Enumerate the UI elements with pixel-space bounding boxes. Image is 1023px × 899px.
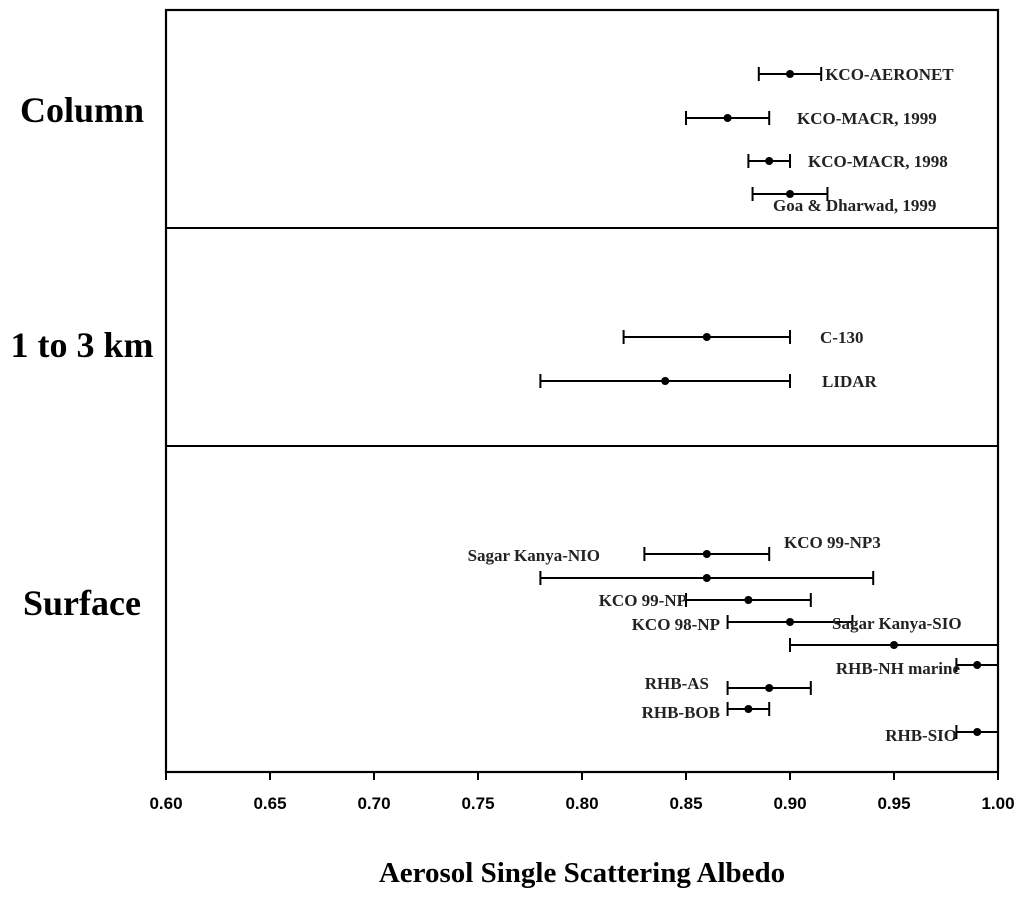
point-marker [765,684,774,692]
x-tick-label: 0.65 [253,794,286,813]
point-marker [786,618,794,626]
point-label: RHB-SIO [885,726,957,745]
x-tick-label: 0.60 [149,794,182,813]
data-point: KCO-AERONET [757,65,954,84]
point-marker [973,728,982,736]
data-point: Sagar Kanya-NIO [468,546,875,585]
panel-label: 1 to 3 km [11,325,154,365]
data-point: RHB-BOB [642,702,771,722]
data-point: Sagar Kanya-SIO [789,614,999,652]
data-point: KCO 99-NP [599,591,812,610]
data-point: C-130 [622,328,863,347]
panel-label: Column [20,90,144,130]
point-label: RHB-BOB [642,703,720,722]
point-marker [744,705,753,713]
x-tick-label: 0.75 [461,794,494,813]
data-point: KCO-MACR, 1998 [747,152,948,171]
x-tick-label: 0.95 [877,794,910,813]
x-tick-label: 0.80 [565,794,598,813]
x-tick-label: 0.70 [357,794,390,813]
point-label: KCO-AERONET [825,65,954,84]
point-marker [890,641,898,649]
point-marker [702,333,711,341]
point-label: KCO 99-NP3 [784,533,881,552]
point-label: KCO-MACR, 1998 [808,152,948,171]
point-label: C-130 [820,328,863,347]
point-label: RHB-AS [645,674,709,693]
point-label: RHB-NH marine [836,659,961,678]
panel-label: Surface [23,583,141,623]
data-point: RHB-SIO [885,725,999,745]
data-point: LIDAR [539,372,878,391]
point-marker [786,190,794,198]
data-point: RHB-NH marine [836,658,999,678]
x-axis-title: Aerosol Single Scattering Albedo [379,857,785,889]
point-label: KCO 98-NP [632,615,720,634]
data-points: KCO-AERONET KCO-MACR, 1999 KCO-MACR, 1998 G… [468,65,999,745]
point-label: LIDAR [822,372,878,391]
point-label: Sagar Kanya-NIO [468,546,600,565]
point-label: KCO-MACR, 1999 [797,109,937,128]
data-point: RHB-AS [645,674,812,695]
point-marker [786,70,794,78]
data-point: Goa & Dharwad, 1999 [751,187,936,215]
data-point: KCO 98-NP [632,615,854,634]
point-marker [702,550,711,558]
point-marker [661,377,670,385]
point-marker [702,574,711,582]
point-marker [723,114,732,122]
point-marker [973,661,982,669]
point-label: Goa & Dharwad, 1999 [773,196,936,215]
panel-labels: Column 1 to 3 km Surface [11,90,154,623]
data-point: KCO 99-NP3 [643,533,881,561]
point-marker [765,157,774,165]
point-marker [744,596,753,604]
data-point: KCO-MACR, 1999 [685,109,937,128]
point-label: KCO 99-NP [599,591,687,610]
x-tick-label: 0.90 [773,794,806,813]
x-tick-label: 1.00 [981,794,1014,813]
x-tick-label: 0.85 [669,794,702,813]
point-label: Sagar Kanya-SIO [832,614,962,633]
x-axis: 0.60 0.65 0.70 0.75 0.80 0.85 0.90 0.95 1.00 [149,772,1015,813]
